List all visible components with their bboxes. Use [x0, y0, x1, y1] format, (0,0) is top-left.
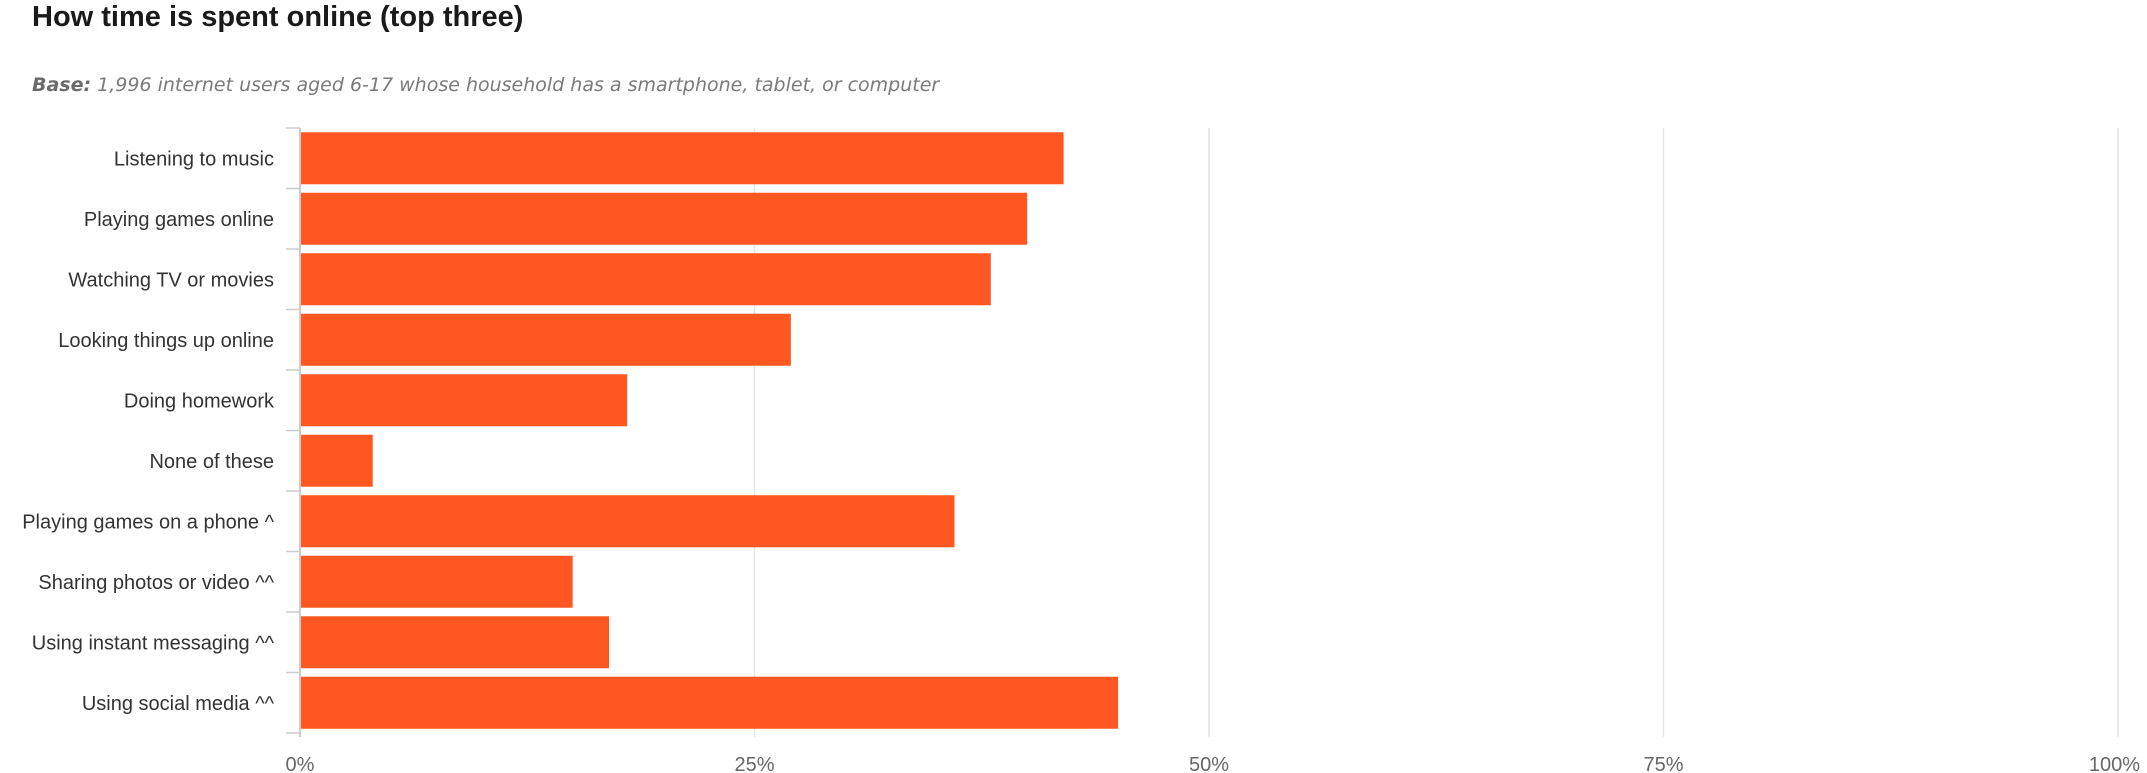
bar-2 [300, 192, 1028, 245]
category-label-9: Using instant messaging ^^ [32, 632, 275, 654]
category-label-8: Sharing photos or video ^^ [38, 572, 274, 594]
category-label-4: Looking things up online [58, 330, 274, 352]
bar-9 [300, 616, 610, 669]
bar-6 [300, 434, 373, 487]
bar-5 [300, 374, 628, 427]
bar-4 [300, 313, 791, 366]
category-label-2: Playing games online [84, 209, 274, 231]
base-text: 1,996 internet users aged 6-17 whose hou… [97, 74, 940, 96]
category-label-5: Doing homework [124, 390, 275, 412]
category-label-7: Playing games on a phone ^ [22, 511, 274, 533]
chart-base-note: Base: 1,996 internet users aged 6-17 who… [32, 74, 939, 96]
x-tick-label-100: 100% [2089, 754, 2140, 773]
x-tick-label-25: 25% [734, 754, 774, 773]
bar-7 [300, 495, 955, 548]
x-tick-label-75: 75% [1643, 754, 1683, 773]
bar-3 [300, 253, 991, 306]
x-tick-label-50: 50% [1189, 754, 1229, 773]
chart-title: How time is spent online (top three) [32, 1, 524, 33]
category-label-3: Watching TV or movies [68, 269, 274, 291]
category-label-10: Using social media ^^ [82, 693, 275, 715]
category-label-6: None of these [149, 451, 274, 473]
bar-1 [300, 132, 1064, 185]
category-label-1: Listening to music [114, 148, 274, 170]
bar-8 [300, 555, 573, 608]
bar-10 [300, 676, 1119, 729]
x-tick-label-0: 0% [286, 754, 315, 773]
base-label: Base: [32, 74, 92, 96]
